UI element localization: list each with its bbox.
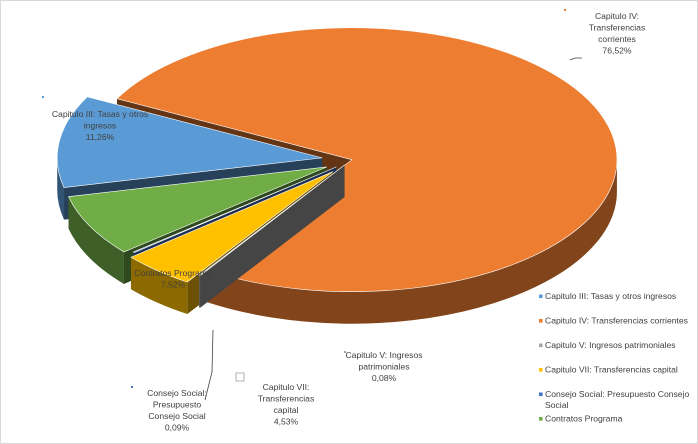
legend-swatch — [539, 417, 543, 421]
legend-label: Capitulo III: Tasas y otros ingresos — [545, 291, 676, 301]
label-box — [235, 372, 245, 382]
data-label-3: Capitulo V: Ingresos patrimoniales 0,08% — [345, 350, 422, 383]
legend: Capitulo III: Tasas y otros ingresos Capi… — [539, 291, 689, 424]
legend-item: Consejo Social: Presupuesto Consejo Socia… — [539, 389, 689, 410]
legend-swatch — [539, 294, 543, 299]
data-label-2: Capitulo IV: Transferencias corrientes 76,5… — [589, 11, 646, 56]
data-label-5: Consejo Social: Presupuesto Consejo Social… — [147, 388, 207, 433]
data-label-4: Capitulo VII: Transferencias capital 4,53% — [258, 382, 315, 427]
legend-item: Contratos Programa — [539, 414, 623, 424]
label-marker — [131, 386, 133, 388]
data-label-6: Contratos Programa 7,52% — [134, 268, 212, 290]
legend-item: Capitulo IV: Transferencias corrientes — [539, 316, 688, 326]
legend-label: Capitulo IV: Transferencias corrientes — [545, 316, 688, 326]
legend-swatch — [539, 368, 543, 372]
legend-swatch — [539, 319, 543, 323]
leader-line — [569, 57, 582, 61]
legend-label: Contratos Programa — [545, 414, 623, 424]
legend-swatch — [539, 392, 543, 397]
legend-item: Capitulo V: Ingresos patrimoniales — [539, 340, 676, 350]
legend-item: Capitulo VII: Transferencias capital — [539, 365, 678, 375]
legend-label: Capitulo VII: Transferencias capital — [545, 365, 678, 375]
leader-line — [204, 329, 214, 401]
data-label-1: Capitulo III: Tasas y otros ingresos 11,26… — [52, 109, 148, 142]
legend-label: Capitulo V: Ingresos patrimoniales — [545, 340, 676, 350]
label-marker — [42, 96, 44, 98]
data-labels: Capitulo III: Tasas y otros ingresos 11,26… — [42, 9, 645, 433]
pie-slice-3 — [198, 164, 345, 308]
legend-item: Capitulo III: Tasas y otros ingresos — [539, 291, 676, 301]
label-marker — [344, 351, 346, 353]
legend-swatch — [539, 343, 543, 348]
label-marker — [564, 9, 566, 11]
legend-label: Consejo Social: Presupuesto Consejo Socia… — [545, 389, 689, 410]
